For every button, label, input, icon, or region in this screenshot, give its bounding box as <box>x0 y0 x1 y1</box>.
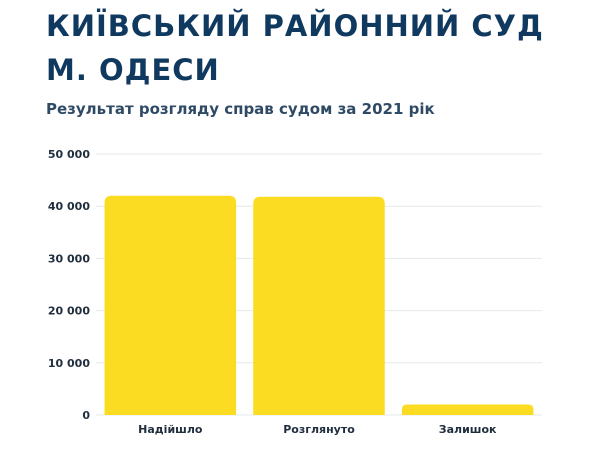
x-axis-labels: Надійшло Розглянуто Залишок <box>138 423 497 436</box>
bar-1 <box>104 195 237 415</box>
y-tick-label: 30 000 <box>48 252 90 265</box>
x-category-label: Залишок <box>439 423 497 436</box>
bar-2 <box>253 196 385 415</box>
y-axis-ticks: 0 10 000 20 000 30 000 40 000 50 000 <box>48 148 90 422</box>
chart-subtitle: Результат розгляду справ судом за 2021 р… <box>46 100 435 118</box>
y-tick-label: 50 000 <box>48 148 90 161</box>
y-tick-label: 0 <box>82 409 90 422</box>
bars <box>104 195 534 415</box>
y-tick-label: 40 000 <box>48 200 90 213</box>
bar-3 <box>401 404 534 415</box>
x-category-label: Надійшло <box>138 423 203 436</box>
y-tick-label: 20 000 <box>48 305 90 318</box>
x-category-label: Розглянуто <box>283 423 355 436</box>
y-tick-label: 10 000 <box>48 357 90 370</box>
page-title: КИЇВСЬКИЙ РАЙОННИЙ СУД М. ОДЕСИ <box>46 9 544 87</box>
